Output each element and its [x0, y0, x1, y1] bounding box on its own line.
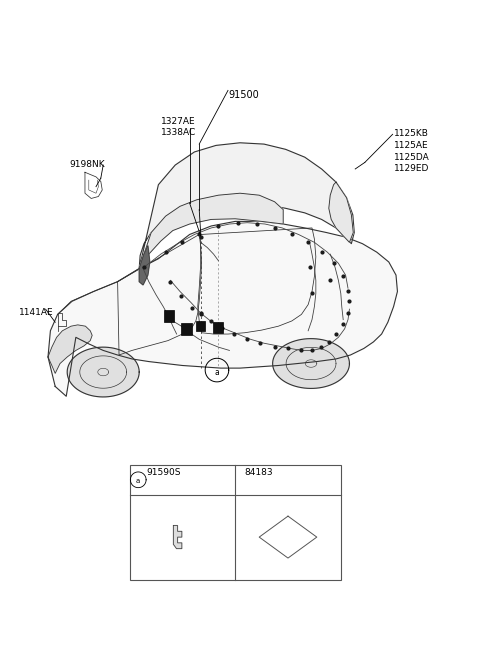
- Text: 1327AE: 1327AE: [161, 117, 195, 126]
- Ellipse shape: [273, 339, 349, 388]
- Text: 1125DA: 1125DA: [394, 153, 429, 162]
- Text: 1338AC: 1338AC: [161, 128, 196, 138]
- Bar: [181, 323, 192, 335]
- Polygon shape: [139, 246, 150, 285]
- Polygon shape: [259, 516, 317, 558]
- Text: 1129ED: 1129ED: [394, 164, 429, 174]
- Ellipse shape: [67, 347, 139, 397]
- Polygon shape: [173, 525, 182, 549]
- Polygon shape: [48, 221, 397, 396]
- Text: 1125KB: 1125KB: [394, 129, 429, 138]
- Text: 84183: 84183: [245, 468, 274, 477]
- Text: a: a: [136, 478, 140, 484]
- Text: 91500: 91500: [228, 90, 259, 100]
- Bar: [196, 321, 205, 331]
- Bar: [164, 310, 174, 322]
- Text: 1125AE: 1125AE: [394, 141, 428, 150]
- Polygon shape: [139, 143, 354, 269]
- Bar: [130, 465, 341, 580]
- Text: 91590S: 91590S: [146, 468, 181, 477]
- Bar: [213, 322, 223, 333]
- Polygon shape: [329, 182, 353, 242]
- Text: 9198NK: 9198NK: [70, 160, 105, 169]
- Polygon shape: [48, 325, 92, 373]
- Polygon shape: [139, 193, 283, 269]
- Text: a: a: [215, 367, 219, 377]
- Text: 1141AE: 1141AE: [19, 308, 54, 317]
